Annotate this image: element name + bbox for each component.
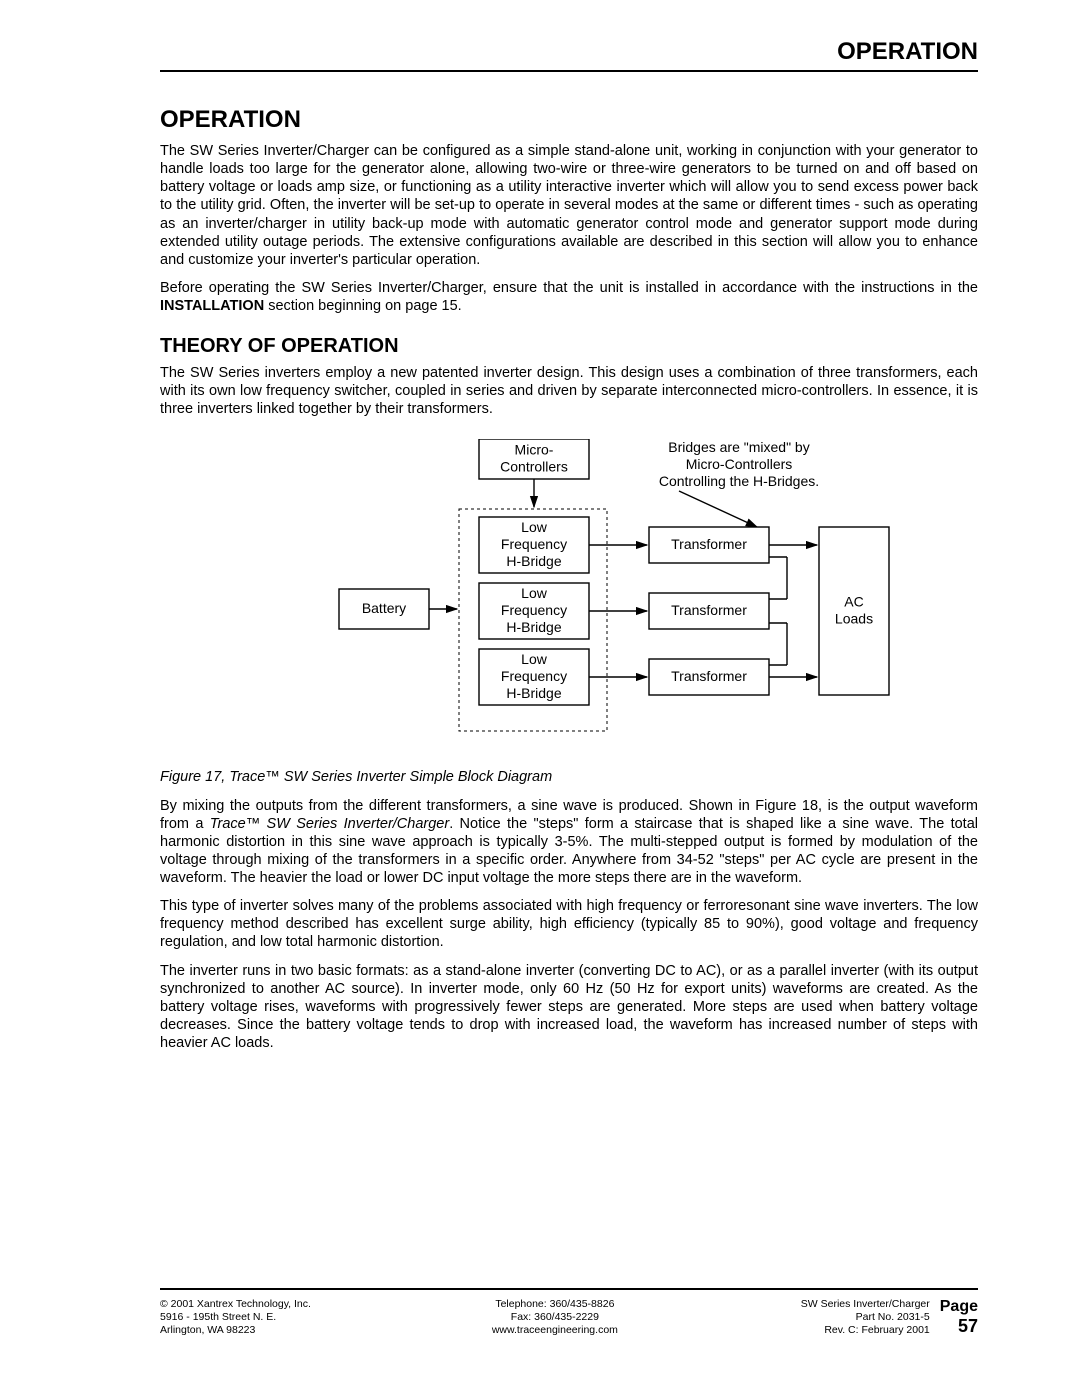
para2-post: section beginning on page 15. xyxy=(264,298,462,314)
running-head: OPERATION xyxy=(160,38,978,72)
footer-right-1: SW Series Inverter/Charger xyxy=(740,1298,930,1311)
footer-left-2: 5916 - 195th Street N. E. xyxy=(160,1311,370,1324)
svg-text:Transformer: Transformer xyxy=(671,667,747,683)
para-mixing: By mixing the outputs from the different… xyxy=(160,797,978,888)
footer-page-label: Page xyxy=(940,1298,978,1316)
block-diagram: Micro-ControllersBridges are "mixed" byM… xyxy=(259,439,879,759)
para2-bold: INSTALLATION xyxy=(160,298,264,314)
footer-left-1: © 2001 Xantrex Technology, Inc. xyxy=(160,1298,370,1311)
footer-right-2: Part No. 2031-5 xyxy=(740,1311,930,1324)
page-footer: © 2001 Xantrex Technology, Inc. 5916 - 1… xyxy=(160,1288,978,1337)
svg-text:Battery: Battery xyxy=(362,599,406,615)
svg-text:Micro-Controllers: Micro-Controllers xyxy=(686,455,793,471)
footer-left-3: Arlington, WA 98223 xyxy=(160,1324,370,1337)
para-install-ref: Before operating the SW Series Inverter/… xyxy=(160,279,978,315)
para-intro: The SW Series Inverter/Charger can be co… xyxy=(160,142,978,269)
subsection-title-theory: THEORY OF OPERATION xyxy=(160,335,978,358)
footer-mid-2: Fax: 360/435-2229 xyxy=(370,1311,740,1324)
para-efficiency: This type of inverter solves many of the… xyxy=(160,897,978,951)
section-title-operation: OPERATION xyxy=(160,106,978,134)
svg-text:Transformer: Transformer xyxy=(671,535,747,551)
svg-text:Controlling the H-Bridges.: Controlling the H-Bridges. xyxy=(659,472,819,488)
footer-right-3: Rev. C: February 2001 xyxy=(740,1324,930,1337)
svg-text:Transformer: Transformer xyxy=(671,601,747,617)
para2-pre: Before operating the SW Series Inverter/… xyxy=(160,280,978,296)
para-formats: The inverter runs in two basic formats: … xyxy=(160,962,978,1053)
para-theory: The SW Series inverters employ a new pat… xyxy=(160,364,978,418)
footer-mid-1: Telephone: 360/435-8826 xyxy=(370,1298,740,1311)
figure-caption: Figure 17, Trace™ SW Series Inverter Sim… xyxy=(160,769,978,785)
footer-mid-3: www.traceengineering.com xyxy=(370,1324,740,1337)
svg-text:Bridges are "mixed" by: Bridges are "mixed" by xyxy=(668,439,809,455)
para4-ital: Trace™ SW Series Inverter/Charger xyxy=(210,816,449,832)
footer-page-num: 57 xyxy=(940,1316,978,1337)
